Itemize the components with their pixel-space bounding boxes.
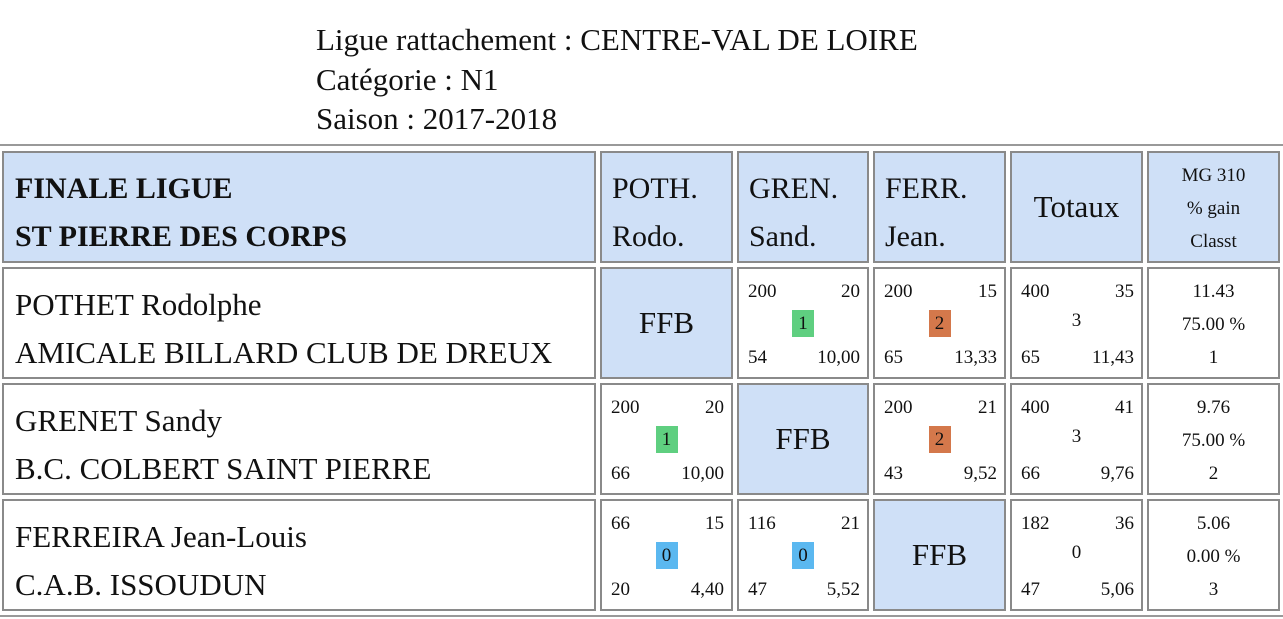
average: 4,40 [690, 579, 724, 600]
innings: 15 [705, 513, 724, 534]
player-name: POTHET Rodolphe [15, 287, 262, 322]
stats-cell: 11.43 75.00 % 1 [1147, 267, 1280, 379]
ffb-cell: FFB [600, 267, 733, 379]
total-average: 11,43 [1091, 347, 1134, 368]
table-title-line1: FINALE LIGUE [15, 172, 233, 205]
serie: 47 [748, 579, 767, 600]
ranking: 1 [1208, 347, 1219, 368]
total-points: 400 [1021, 397, 1050, 418]
player-club: B.C. COLBERT SAINT PIERRE [15, 451, 432, 486]
win-percentage: 0.00 % [1186, 546, 1241, 567]
column-header-totals: Totaux [1010, 151, 1143, 263]
average: 10,00 [681, 463, 724, 484]
innings: 20 [841, 281, 860, 302]
points: 200 [884, 281, 913, 302]
match-points-badge: 1 [792, 310, 814, 337]
player-name: GRENET Sandy [15, 403, 222, 438]
table-title-line2: ST PIERRE DES CORPS [15, 220, 348, 253]
match-score-cell: 116 21 0 47 5,52 [737, 499, 869, 611]
win-percentage: 75.00 % [1181, 430, 1246, 451]
match-points-badge: 1 [655, 426, 678, 453]
totals-cell: 182 36 0 47 5,06 [1010, 499, 1143, 611]
ranking: 2 [1208, 463, 1219, 484]
match-score-cell: 200 20 1 54 10,00 [737, 267, 869, 379]
competition-header: Ligue rattachement : CENTRE-VAL DE LOIRE… [316, 20, 918, 139]
total-serie: 66 [1021, 463, 1040, 484]
points: 200 [748, 281, 777, 302]
total-average: 9,76 [1100, 463, 1134, 484]
general-average: 11.43 [1192, 281, 1235, 302]
match-score-cell: 200 15 2 65 13,33 [873, 267, 1006, 379]
player-cell-grenet: GRENET Sandy B.C. COLBERT SAINT PIERRE [2, 383, 596, 495]
player-cell-pothet: POTHET Rodolphe AMICALE BILLARD CLUB DE … [2, 267, 596, 379]
ffb-cell: FFB [737, 383, 869, 495]
player-name: FERREIRA Jean-Louis [15, 519, 307, 554]
total-match-points: 3 [1071, 310, 1082, 331]
serie: 20 [611, 579, 630, 600]
average: 5,52 [826, 579, 860, 600]
match-points-badge: 2 [928, 426, 951, 453]
match-score-cell: 66 15 0 20 4,40 [600, 499, 733, 611]
win-percentage: 75.00 % [1181, 314, 1246, 335]
match-points-badge: 0 [655, 542, 678, 569]
serie: 54 [748, 347, 767, 368]
match-score-cell: 200 21 2 43 9,52 [873, 383, 1006, 495]
column-header-gren: GREN. Sand. [737, 151, 869, 263]
match-score-cell: 200 20 1 66 10,00 [600, 383, 733, 495]
innings: 15 [978, 281, 997, 302]
total-innings: 41 [1115, 397, 1134, 418]
column-header-mg: MG 310 % gain Classt [1147, 151, 1280, 263]
total-match-points: 0 [1071, 542, 1082, 563]
season-line: Saison : 2017-2018 [316, 101, 558, 136]
general-average: 9.76 [1196, 397, 1231, 418]
match-points-badge: 0 [792, 542, 814, 569]
total-innings: 35 [1115, 281, 1134, 302]
points: 66 [611, 513, 630, 534]
column-header-ferr: FERR. Jean. [873, 151, 1006, 263]
total-innings: 36 [1115, 513, 1134, 534]
points: 116 [748, 513, 776, 534]
stats-cell: 9.76 75.00 % 2 [1147, 383, 1280, 495]
serie: 66 [611, 463, 630, 484]
ranking: 3 [1208, 579, 1219, 600]
average: 10,00 [817, 347, 860, 368]
column-header-poth: POTH. Rodo. [600, 151, 733, 263]
innings: 20 [705, 397, 724, 418]
category-line: Catégorie : N1 [316, 61, 499, 97]
innings: 21 [841, 513, 860, 534]
innings: 21 [978, 397, 997, 418]
player-club: C.A.B. ISSOUDUN [15, 567, 267, 602]
league-line: Ligue rattachement : CENTRE-VAL DE LOIRE [316, 22, 918, 57]
total-match-points: 3 [1071, 426, 1082, 447]
serie: 65 [884, 347, 903, 368]
total-serie: 65 [1021, 347, 1040, 368]
table-title-cell: FINALE LIGUE ST PIERRE DES CORPS [2, 151, 596, 263]
total-points: 182 [1021, 513, 1050, 534]
total-average: 5,06 [1100, 579, 1134, 600]
points: 200 [884, 397, 913, 418]
points: 200 [611, 397, 640, 418]
stats-cell: 5.06 0.00 % 3 [1147, 499, 1280, 611]
total-points: 400 [1021, 281, 1050, 302]
totals-cell: 400 35 3 65 11,43 [1010, 267, 1143, 379]
serie: 43 [884, 463, 903, 484]
average: 13,33 [954, 347, 997, 368]
general-average: 5.06 [1196, 513, 1231, 534]
match-points-badge: 2 [928, 310, 951, 337]
player-club: AMICALE BILLARD CLUB DE DREUX [15, 335, 553, 370]
ffb-cell: FFB [873, 499, 1006, 611]
top-divider [0, 144, 1283, 146]
bottom-divider [0, 615, 1283, 617]
total-serie: 47 [1021, 579, 1040, 600]
totals-cell: 400 41 3 66 9,76 [1010, 383, 1143, 495]
average: 9,52 [963, 463, 997, 484]
player-cell-ferreira: FERREIRA Jean-Louis C.A.B. ISSOUDUN [2, 499, 596, 611]
